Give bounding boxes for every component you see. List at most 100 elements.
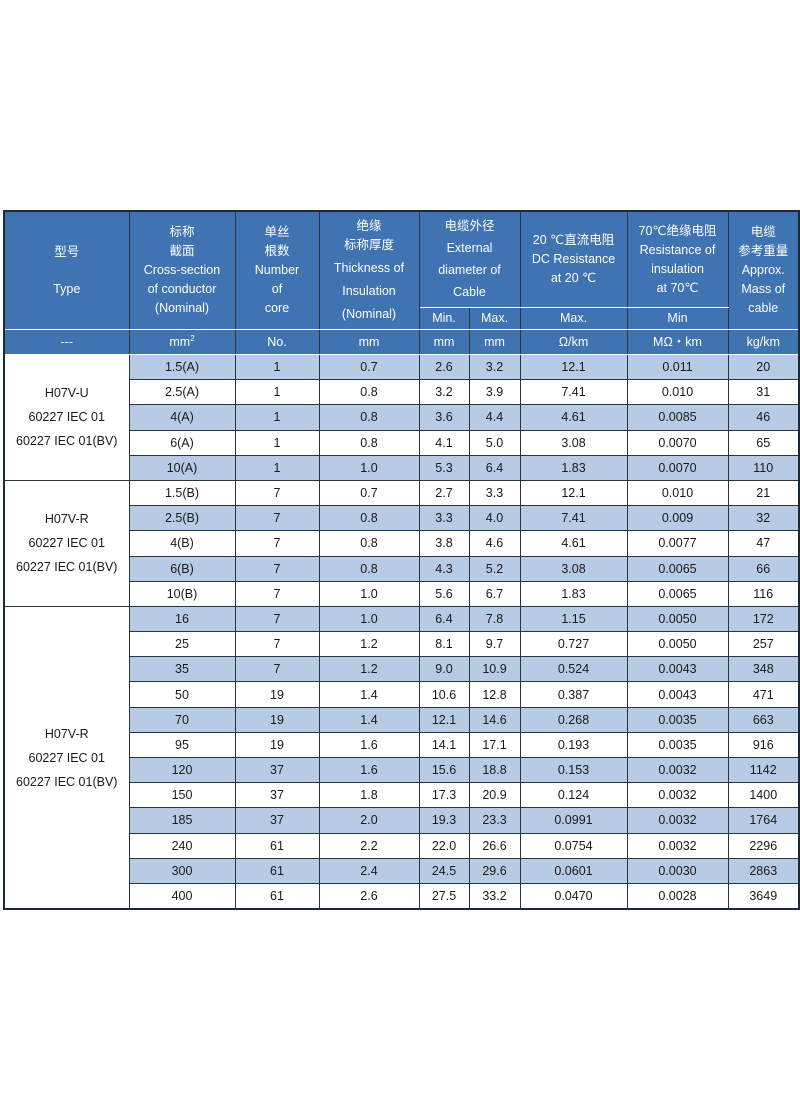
table-row: 4(B) 7 0.8 3.8 4.6 4.61 0.0077 47 (4, 530, 800, 557)
cable-type-line: 60227 IEC 01 (28, 750, 105, 765)
cell-mass: 31 (727, 379, 800, 406)
table-row: 25 7 1.2 8.1 9.7 0.727 0.0050 257 (4, 631, 800, 658)
cell-mass: 66 (727, 555, 800, 582)
cell-insulation-resistance: 0.0070 (626, 429, 729, 456)
header-type: 型号 Type (3, 210, 130, 330)
header-diameter-min: Min. (418, 307, 470, 330)
cell-diameter-max: 3.2 (468, 353, 521, 381)
cell-diameter-max: 5.2 (468, 555, 521, 582)
cable-type-line: 60227 IEC 01(BV) (16, 774, 118, 789)
cell-cross-section: 120 (128, 756, 236, 784)
cable-type-line: 60227 IEC 01 (28, 410, 105, 425)
cell-diameter-min: 27.5 (418, 882, 470, 910)
cable-type-line: H07V-R (44, 512, 89, 527)
cell-diameter-min: 9.0 (418, 656, 470, 683)
table-row: 150 37 1.8 17.3 20.9 0.124 0.0032 1400 (4, 782, 800, 809)
cell-cross-section: 400 (128, 882, 236, 910)
cell-diameter-max: 3.3 (468, 479, 521, 507)
cell-insulation-resistance: 0.0032 (626, 782, 729, 809)
cell-mass: 32 (727, 505, 800, 532)
cell-diameter-max: 4.0 (468, 505, 521, 532)
table-row: 10(B) 7 1.0 5.6 6.7 1.83 0.0065 116 (4, 580, 800, 607)
cell-mass: 348 (727, 656, 800, 683)
header-insulation-resistance-sub: Min (626, 307, 729, 330)
cell-dc-resistance: 0.268 (519, 706, 628, 733)
cell-cores: 7 (234, 656, 320, 683)
unit-diameter-max: mm (468, 329, 521, 355)
cell-cores: 19 (234, 706, 320, 733)
cell-diameter-min: 10.6 (418, 681, 470, 708)
cell-diameter-max: 26.6 (468, 832, 521, 859)
cell-cross-section: 10(B) (128, 580, 236, 607)
cell-cross-section: 1.5(A) (128, 353, 236, 381)
cell-insulation-resistance: 0.0032 (626, 807, 729, 834)
cell-insulation-thickness: 2.2 (318, 832, 420, 859)
header-mass: 电缆 参考重量 Approx. Mass of cable (727, 210, 800, 330)
cell-diameter-max: 10.9 (468, 656, 521, 683)
cell-cores: 7 (234, 530, 320, 557)
cell-dc-resistance: 12.1 (519, 353, 628, 381)
cell-insulation-thickness: 1.0 (318, 580, 420, 607)
cable-type-cell: H07V-U 60227 IEC 01 60227 IEC 01(BV) (3, 354, 130, 481)
unit-diameter-min: mm (418, 329, 470, 355)
cell-cross-section: 300 (128, 857, 236, 884)
cell-diameter-min: 15.6 (418, 756, 470, 784)
cell-cores: 7 (234, 505, 320, 532)
cell-dc-resistance: 1.83 (519, 580, 628, 607)
cell-insulation-resistance: 0.0043 (626, 681, 729, 708)
cell-insulation-resistance: 0.0035 (626, 731, 729, 759)
cell-diameter-max: 12.8 (468, 681, 521, 708)
cell-cross-section: 10(A) (128, 454, 236, 481)
cell-dc-resistance: 0.0470 (519, 882, 628, 910)
table-row: 400 61 2.6 27.5 33.2 0.0470 0.0028 3649 (4, 882, 800, 910)
cell-mass: 21 (727, 479, 800, 507)
cell-insulation-resistance: 0.0065 (626, 580, 729, 607)
cell-diameter-min: 12.1 (418, 706, 470, 733)
cell-cores: 1 (234, 454, 320, 481)
cell-diameter-max: 9.7 (468, 631, 521, 658)
cell-mass: 47 (727, 530, 800, 557)
cell-insulation-thickness: 1.0 (318, 454, 420, 481)
cell-insulation-resistance: 0.0070 (626, 454, 729, 481)
cell-mass: 471 (727, 681, 800, 708)
cell-insulation-thickness: 1.2 (318, 656, 420, 683)
cell-diameter-min: 3.2 (418, 379, 470, 406)
cell-cores: 1 (234, 353, 320, 381)
cell-diameter-min: 2.6 (418, 353, 470, 381)
cell-dc-resistance: 0.0991 (519, 807, 628, 834)
header-insulation: 绝缘 标称厚度 Thickness of Insulation (Nominal… (318, 210, 420, 330)
cell-diameter-max: 4.4 (468, 404, 521, 431)
cell-insulation-resistance: 0.0050 (626, 631, 729, 658)
cell-cross-section: 185 (128, 807, 236, 834)
cell-diameter-min: 4.3 (418, 555, 470, 582)
cell-diameter-min: 3.8 (418, 530, 470, 557)
cell-insulation-thickness: 0.7 (318, 353, 420, 381)
cell-insulation-thickness: 1.4 (318, 706, 420, 733)
cell-cores: 1 (234, 404, 320, 431)
cell-cross-section: 95 (128, 731, 236, 759)
unit-insulation-resistance: MΩ・km (626, 329, 729, 355)
cell-diameter-max: 18.8 (468, 756, 521, 784)
cell-insulation-thickness: 0.8 (318, 379, 420, 406)
cell-mass: 1764 (727, 807, 800, 834)
cell-cross-section: 25 (128, 631, 236, 658)
cell-dc-resistance: 0.153 (519, 756, 628, 784)
unit-cores: No. (234, 329, 320, 355)
cell-insulation-resistance: 0.0032 (626, 832, 729, 859)
table-row: 2.5(A) 1 0.8 3.2 3.9 7.41 0.010 31 (4, 379, 800, 406)
header-insulation-resistance: 70℃绝缘电阻 Resistance of insulation at 70℃ (626, 210, 729, 308)
cell-insulation-thickness: 1.8 (318, 782, 420, 809)
cell-diameter-min: 24.5 (418, 857, 470, 884)
cell-mass: 20 (727, 353, 800, 381)
cell-insulation-thickness: 1.4 (318, 681, 420, 708)
cell-mass: 46 (727, 404, 800, 431)
cell-diameter-min: 17.3 (418, 782, 470, 809)
cell-insulation-thickness: 0.8 (318, 555, 420, 582)
cell-cross-section: 50 (128, 681, 236, 708)
cell-cores: 7 (234, 631, 320, 658)
cell-dc-resistance: 0.524 (519, 656, 628, 683)
unit-cross-section: mm2 (128, 329, 236, 355)
cell-diameter-min: 5.3 (418, 454, 470, 481)
cell-mass: 2296 (727, 832, 800, 859)
cell-insulation-resistance: 0.010 (626, 479, 729, 507)
